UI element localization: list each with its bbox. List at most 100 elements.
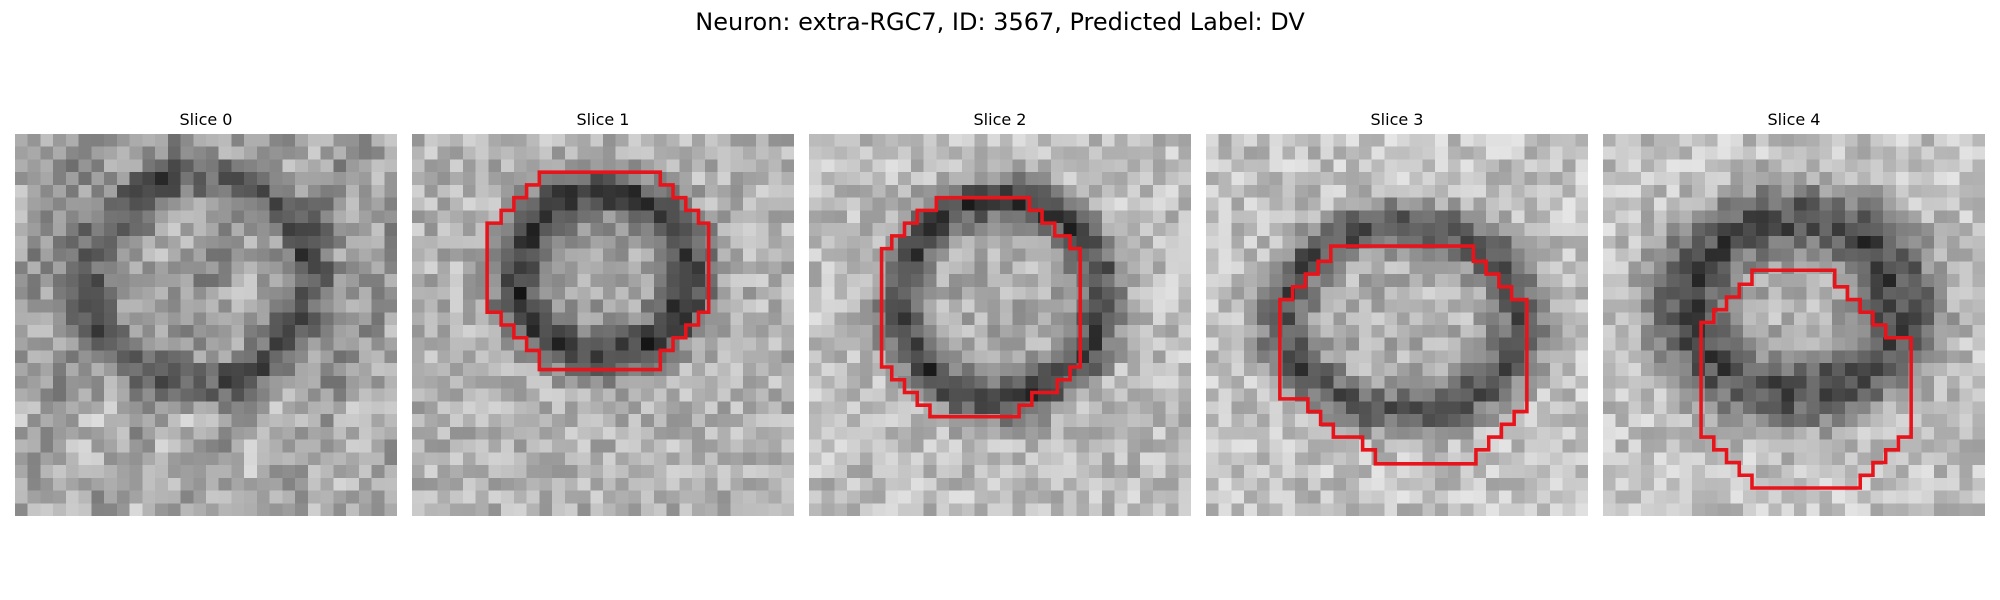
image-pixel — [1486, 184, 1500, 198]
image-pixel — [231, 197, 245, 211]
image-pixel — [1743, 503, 1757, 516]
image-pixel — [346, 503, 360, 516]
image-pixel — [231, 477, 245, 491]
image-pixel — [526, 401, 540, 415]
slice-image — [15, 134, 397, 516]
image-pixel — [936, 159, 950, 173]
image-pixel — [193, 325, 207, 338]
image-pixel — [462, 388, 476, 402]
image-pixel — [104, 299, 118, 313]
image-pixel — [1076, 350, 1090, 364]
image-pixel — [116, 439, 130, 453]
image-pixel — [936, 426, 950, 440]
image-pixel — [424, 375, 438, 389]
image-pixel — [1000, 401, 1013, 415]
image-pixel — [307, 146, 321, 160]
image-pixel — [1498, 465, 1512, 479]
image-pixel — [641, 388, 655, 402]
image-pixel — [1127, 210, 1141, 224]
image-pixel — [1460, 274, 1474, 288]
image-pixel — [1511, 172, 1525, 186]
image-pixel — [450, 401, 464, 415]
image-pixel — [821, 337, 835, 351]
image-pixel — [1397, 261, 1410, 275]
image-pixel — [1346, 223, 1360, 237]
image-pixel — [847, 261, 861, 275]
image-pixel — [1076, 248, 1090, 262]
image-pixel — [1307, 210, 1321, 224]
image-pixel — [1537, 439, 1551, 453]
image-pixel — [679, 350, 693, 364]
image-pixel — [1692, 414, 1706, 428]
image-pixel — [1768, 325, 1782, 338]
image-pixel — [1012, 274, 1026, 288]
image-pixel — [244, 223, 258, 237]
image-pixel — [1806, 223, 1820, 237]
image-pixel — [1603, 286, 1616, 300]
image-pixel — [155, 414, 169, 428]
image-pixel — [244, 426, 258, 440]
image-pixel — [104, 325, 118, 338]
image-pixel — [218, 452, 232, 466]
image-pixel — [1358, 299, 1372, 313]
image-pixel — [15, 172, 28, 186]
image-pixel — [1768, 452, 1782, 466]
image-pixel — [1832, 197, 1846, 211]
image-pixel — [961, 159, 975, 173]
image-pixel — [475, 477, 489, 491]
image-pixel — [1934, 401, 1948, 415]
image-pixel — [923, 426, 937, 440]
image-pixel — [1473, 235, 1487, 249]
image-pixel — [1946, 299, 1960, 313]
image-pixel — [1473, 261, 1487, 275]
image-pixel — [961, 312, 975, 326]
image-pixel — [1346, 299, 1360, 313]
image-pixel — [692, 401, 706, 415]
image-pixel — [1206, 248, 1219, 262]
image-pixel — [885, 426, 899, 440]
image-pixel — [1256, 299, 1270, 313]
image-pixel — [1152, 388, 1166, 402]
image-pixel — [1012, 172, 1026, 186]
image-pixel — [692, 452, 706, 466]
image-pixel — [936, 350, 950, 364]
image-pixel — [564, 477, 578, 491]
image-pixel — [1050, 210, 1064, 224]
image-pixel — [1435, 286, 1449, 300]
image-pixel — [1806, 261, 1820, 275]
image-pixel — [244, 401, 258, 415]
image-pixel — [1653, 248, 1667, 262]
image-pixel — [1844, 414, 1858, 428]
image-pixel — [1832, 159, 1846, 173]
image-pixel — [346, 134, 360, 147]
image-pixel — [371, 490, 385, 504]
image-pixel — [1959, 414, 1973, 428]
image-pixel — [193, 312, 207, 326]
image-pixel — [1165, 274, 1179, 288]
image-pixel — [679, 286, 693, 300]
image-pixel — [1165, 325, 1179, 338]
image-pixel — [755, 299, 769, 313]
image-pixel — [1486, 375, 1500, 389]
image-pixel — [91, 452, 105, 466]
image-pixel — [1486, 134, 1500, 147]
image-pixel — [910, 172, 924, 186]
image-pixel — [1460, 261, 1474, 275]
image-pixel — [781, 312, 794, 326]
image-pixel — [666, 426, 680, 440]
image-pixel — [1435, 337, 1449, 351]
image-pixel — [1127, 134, 1141, 147]
image-pixel — [1972, 274, 1985, 288]
image-pixel — [1038, 159, 1052, 173]
image-pixel — [15, 235, 28, 249]
image-pixel — [1397, 286, 1410, 300]
image-pixel — [885, 197, 899, 211]
image-pixel — [898, 350, 912, 364]
image-pixel — [1537, 414, 1551, 428]
image-pixel — [1218, 248, 1232, 262]
image-pixel — [1063, 388, 1077, 402]
image-pixel — [1295, 235, 1309, 249]
image-pixel — [987, 350, 1001, 364]
image-pixel — [450, 375, 464, 389]
image-pixel — [180, 274, 194, 288]
